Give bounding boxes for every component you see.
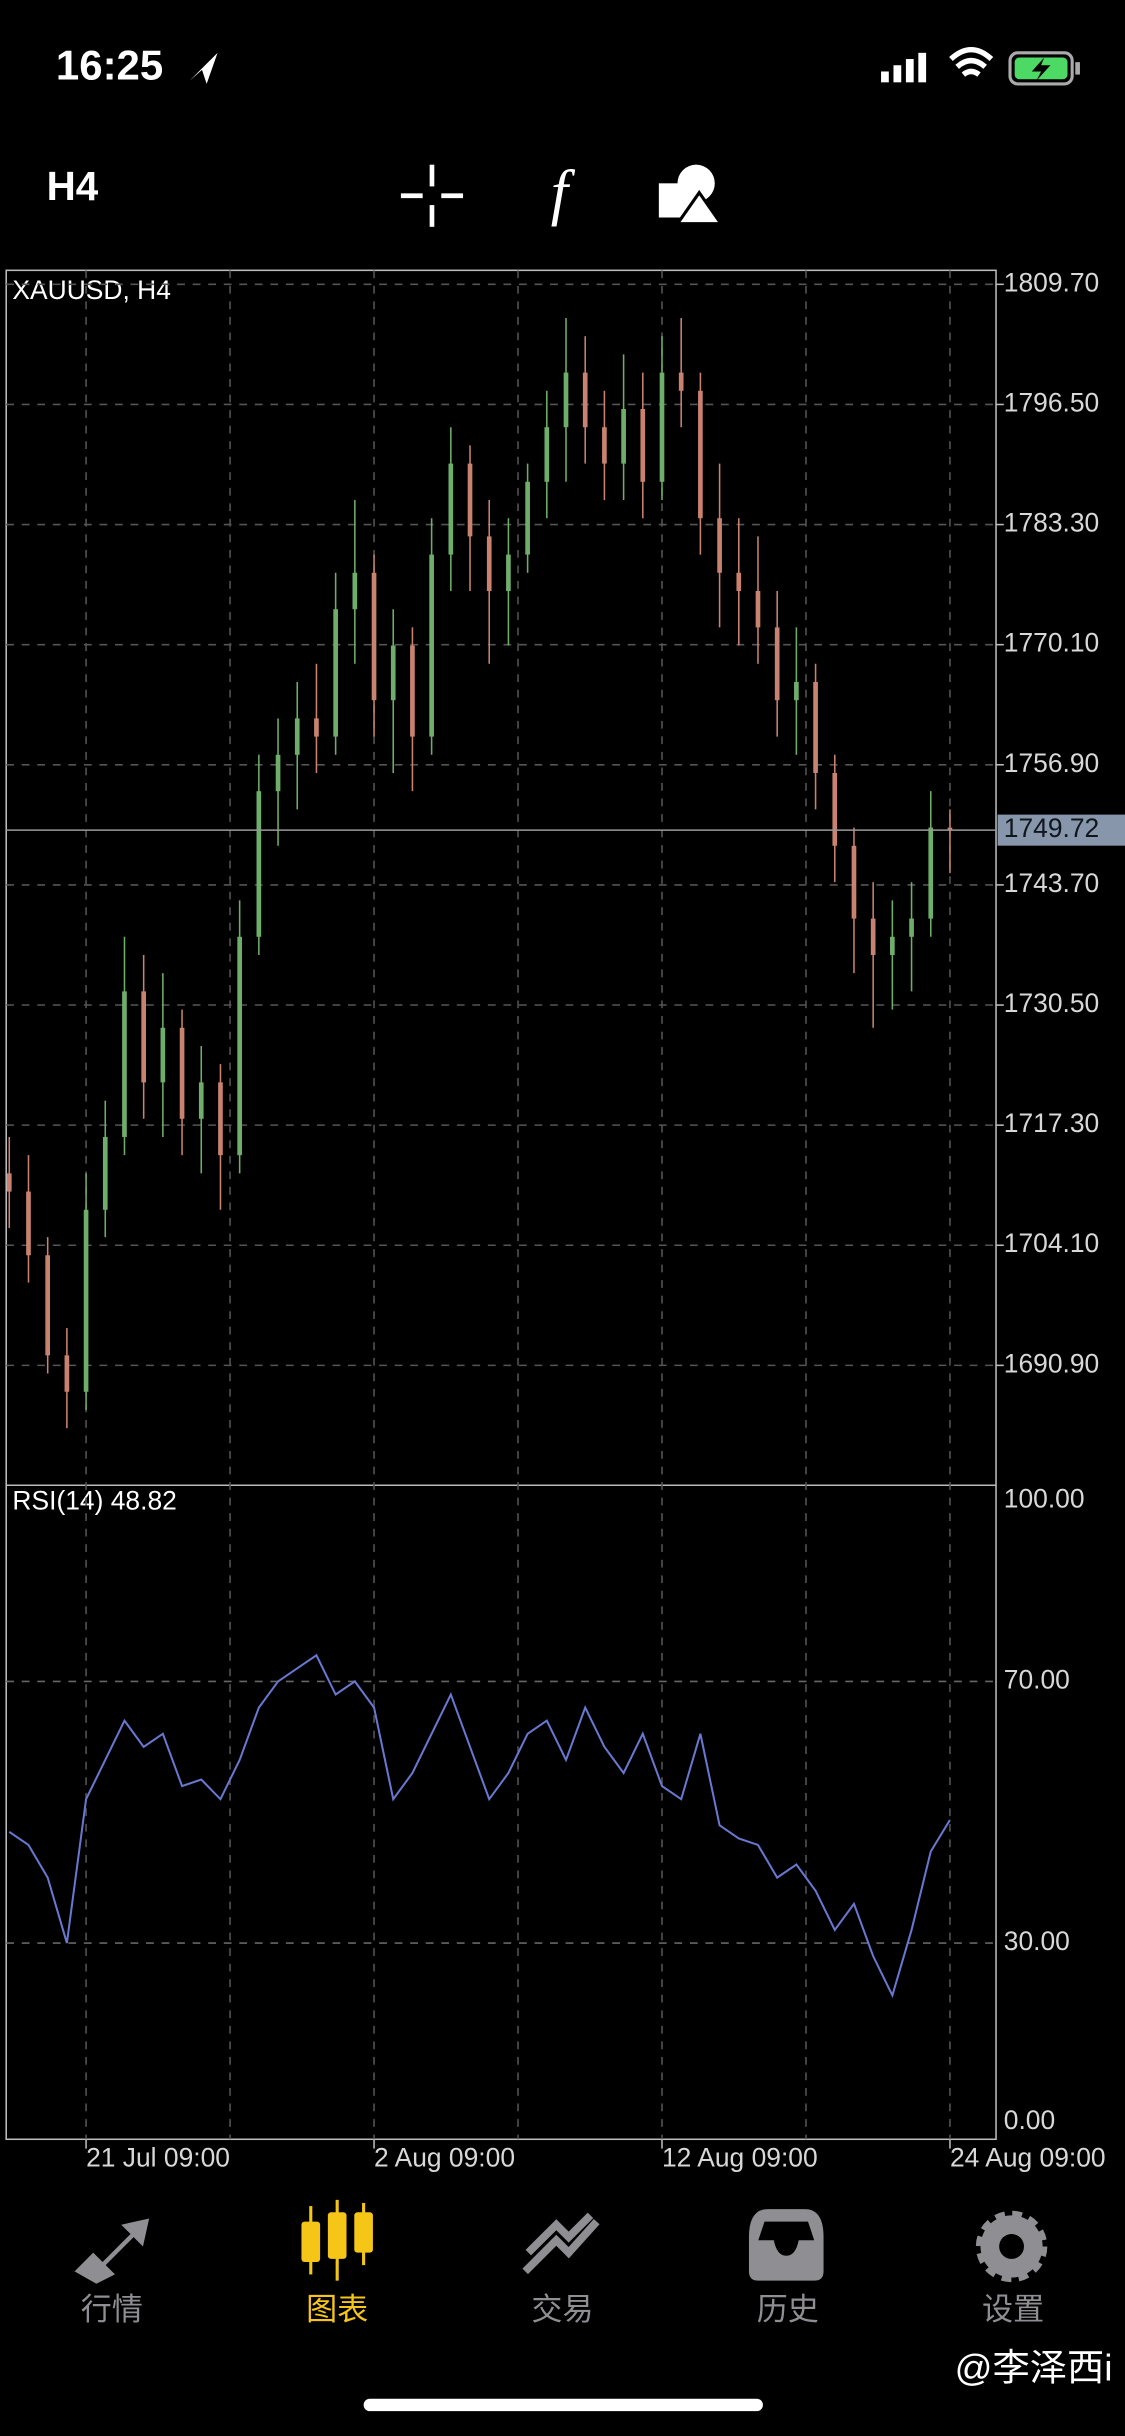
y-tick-label: 1796.50 <box>1004 387 1099 417</box>
candle-body <box>333 609 338 737</box>
wifi-icon <box>949 47 994 77</box>
x-tick-label: 12 Aug 09:00 <box>662 2142 818 2172</box>
y-tick-label: 1730.50 <box>1004 988 1099 1018</box>
crosshair-button[interactable] <box>400 164 464 227</box>
candle-body <box>352 572 358 610</box>
candle-body <box>928 827 934 919</box>
plot: 21 Jul 09:00 2 Aug 09:00 12 Aug 09:00 24 Au… <box>6 267 1125 2172</box>
candle-body <box>371 572 377 701</box>
candle-body <box>294 718 300 755</box>
y-tick-label: 1690.90 <box>1004 1348 1099 1378</box>
y-tick-label: 1743.70 <box>1004 868 1099 898</box>
candle-body <box>890 936 895 955</box>
candle-body <box>429 554 434 737</box>
candle-body <box>314 718 319 737</box>
candle-body <box>698 390 703 519</box>
candle-body <box>256 791 262 937</box>
y-tick-label: 1704.10 <box>1004 1228 1099 1258</box>
candle-body <box>851 845 857 919</box>
current-price-box <box>997 814 1125 846</box>
signal-icon <box>881 52 927 83</box>
candle-body <box>83 1209 89 1392</box>
tab-icon <box>975 2210 1048 2283</box>
candle-body <box>563 372 569 428</box>
timeframe-button[interactable]: H4 <box>47 163 99 209</box>
candle-body <box>45 1255 51 1356</box>
candle-body <box>870 918 876 955</box>
objects-button[interactable] <box>658 164 724 226</box>
candle-body <box>410 645 415 737</box>
candle-body <box>160 1027 166 1083</box>
candle-body <box>179 1027 185 1119</box>
chart-title: XAUUSD, H4 <box>12 275 170 305</box>
candle-body <box>544 427 550 482</box>
x-tick-label: 2 Aug 09:00 <box>374 2142 515 2172</box>
tab-bar: 行情 图表 交易 历史 设置 <box>74 2199 1048 2327</box>
candle-body <box>774 627 780 701</box>
home-indicator <box>363 2398 763 2412</box>
candle-body <box>6 1173 12 1192</box>
battery-icon <box>1008 51 1080 86</box>
candle-body <box>275 754 281 792</box>
candle-body <box>525 481 530 555</box>
candle-body <box>64 1355 70 1392</box>
watermark: @李泽西i <box>955 2347 1113 2389</box>
candle-body <box>947 827 953 831</box>
candle-body <box>582 372 588 428</box>
tab-label[interactable]: 行情 <box>81 2292 143 2327</box>
candle-body <box>602 427 607 464</box>
candle-body <box>678 372 684 391</box>
tab-icon <box>522 2212 600 2275</box>
tab-icon <box>748 2209 824 2281</box>
y-tick-label: 1809.70 <box>1004 267 1099 297</box>
candle-body <box>506 554 511 591</box>
rsi-line <box>8 1653 951 1999</box>
tab-label[interactable]: 交易 <box>531 2292 593 2327</box>
location-icon <box>189 52 218 84</box>
candle-body <box>237 936 242 1156</box>
status-time: 16:25 <box>56 41 163 88</box>
tab-label[interactable]: 图表 <box>306 2292 368 2327</box>
chart-frame <box>5 269 997 2141</box>
y-tick-label: 70.00 <box>1004 1664 1070 1694</box>
y-tick-label: 1770.10 <box>1004 628 1099 658</box>
y-tick-label: 0.00 <box>1004 2105 1055 2135</box>
candle-body <box>198 1082 204 1119</box>
candle-body <box>794 681 799 701</box>
candle-body <box>218 1082 223 1156</box>
tab-label[interactable]: 设置 <box>982 2292 1044 2327</box>
candle-body <box>390 645 396 701</box>
y-tick-label: 1783.30 <box>1004 508 1099 538</box>
candle-body <box>755 590 761 628</box>
tab-icon <box>301 2199 373 2281</box>
candle-body <box>486 536 492 591</box>
candle-body <box>640 408 646 482</box>
candle-body <box>909 918 914 937</box>
current-price-label: 1749.72 <box>1004 813 1099 843</box>
y-tick-label: 1717.30 <box>1004 1108 1099 1138</box>
tab-label[interactable]: 历史 <box>757 2292 819 2327</box>
candle-body <box>832 772 838 846</box>
candle-body <box>621 408 626 464</box>
x-tick-label: 21 Jul 09:00 <box>86 2142 230 2172</box>
x-tick-label: 24 Aug 09:00 <box>950 2142 1106 2172</box>
candle-body <box>102 1136 108 1210</box>
y-tick-label: 1756.90 <box>1004 748 1099 778</box>
candle-body <box>659 372 665 482</box>
candle-body <box>467 463 473 537</box>
candle-body <box>717 518 722 573</box>
candle-body <box>26 1191 31 1256</box>
candle-body <box>736 572 742 591</box>
rsi-title: RSI(14) 48.82 <box>12 1485 176 1515</box>
y-tick-label: 30.00 <box>1004 1926 1070 1956</box>
y-tick-label: 100.00 <box>1004 1484 1085 1514</box>
tab-icon <box>74 2218 150 2284</box>
candle-body <box>141 991 146 1083</box>
candle-body <box>813 681 818 773</box>
candle-body <box>122 991 127 1137</box>
candle-body <box>448 463 454 555</box>
